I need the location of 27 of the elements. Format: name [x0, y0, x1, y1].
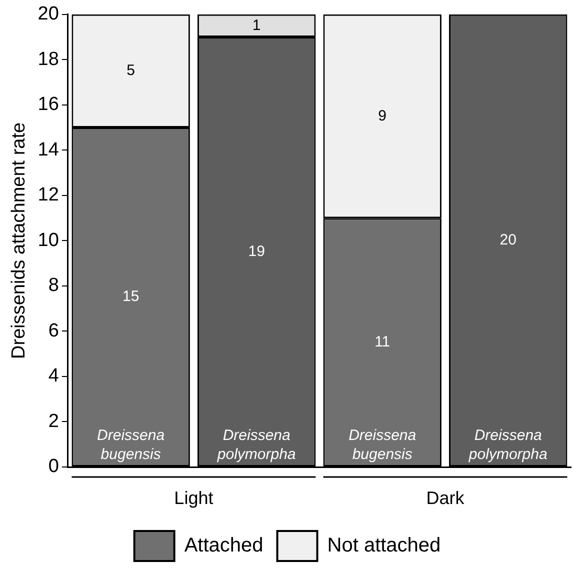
- y-tick-label: 4: [48, 366, 60, 387]
- y-axis-title: Dreissenids attachment rate: [8, 122, 30, 359]
- y-tick-label: 2: [48, 410, 59, 432]
- data-label: 19: [248, 242, 265, 260]
- y-tick-label: 0: [48, 456, 59, 478]
- y-tick-label: 6: [48, 320, 59, 342]
- y-tick-label: 16: [38, 94, 59, 116]
- text: Dark: [426, 488, 466, 508]
- y-tick-label: 10: [38, 230, 59, 251]
- y-tick-label: 18: [38, 48, 59, 70]
- y-tick-label: 12: [38, 184, 59, 206]
- data-label: 1: [252, 16, 261, 34]
- data-label: 5: [126, 62, 135, 80]
- x-tick-label: Dreissena polymorpha: [216, 427, 296, 464]
- x-tick-label: Dreissena bugensis: [97, 427, 165, 464]
- y-tick-label: 14: [38, 139, 60, 160]
- y-tick-label: 20: [38, 4, 59, 25]
- legend-label: Attached: [184, 534, 264, 557]
- y-tick-label: 8: [48, 275, 59, 296]
- x-tick-label: Dreissena bugensis: [348, 427, 416, 464]
- data-label: 15: [122, 288, 140, 306]
- data-label: 20: [500, 232, 516, 249]
- legend-label: Not attached: [327, 534, 441, 557]
- data-label: 9: [378, 107, 387, 124]
- text: Light: [174, 488, 214, 508]
- x-tick-label: Dreissena polymorpha: [468, 427, 548, 464]
- data-label: 11: [374, 333, 390, 350]
